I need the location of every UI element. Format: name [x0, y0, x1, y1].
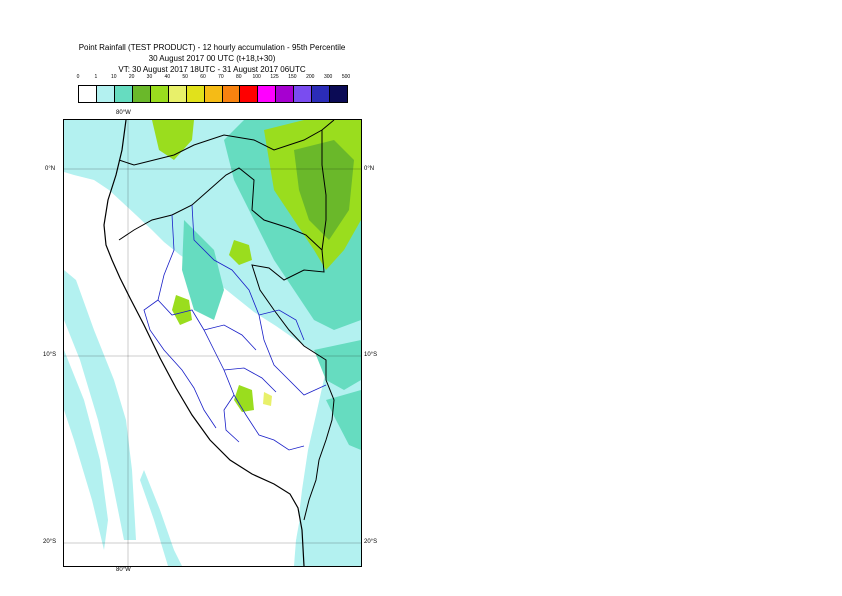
lat-label-left-10: 10°S [43, 352, 57, 358]
legend-label: 70 [218, 74, 224, 80]
rain-field-teal-south [326, 390, 361, 450]
department-borders [143, 204, 327, 451]
map-svg [64, 120, 361, 566]
ecuador-colombia-border [118, 120, 335, 166]
legend-label: 150 [288, 74, 297, 80]
rain-field-green-spot-3 [234, 385, 254, 412]
offshore-streak-1 [64, 270, 136, 540]
legend-label: 40 [164, 74, 171, 80]
rain-field-green-core [294, 140, 354, 240]
lat-label-left-20: 20°S [43, 539, 57, 545]
lon-label-bottom: 80°W [116, 567, 131, 573]
legend-label: 300 [323, 74, 333, 80]
legend-swatch [132, 86, 151, 102]
legend-swatch [222, 86, 241, 102]
lat-label-right-0: 0°N [364, 166, 375, 172]
lat-label-right-10: 10°S [364, 352, 378, 358]
legend-swatch [168, 86, 187, 102]
legend-label: 0 [76, 74, 80, 80]
rain-field-teal-andes [182, 220, 224, 320]
legend-swatch [204, 86, 223, 102]
legend-label: 100 [252, 74, 261, 80]
brazil-border [321, 130, 327, 251]
legend-label: 20 [128, 74, 135, 80]
legend-swatch [276, 86, 295, 102]
legend-label: 30 [146, 74, 153, 80]
legend-swatch [96, 86, 115, 102]
legend-swatch [258, 86, 277, 102]
legend-label: 60 [200, 74, 206, 80]
legend-label: 200 [306, 74, 315, 80]
chart-title-block: Point Rainfall (TEST PRODUCT) - 12 hourl… [62, 42, 362, 75]
offshore-streak-4 [64, 120, 124, 165]
lat-label-right-20: 20°S [364, 539, 378, 545]
legend-labels: 0 1 10 20 30 40 50 60 70 80 100 125 150 200 300 500 [76, 74, 351, 83]
offshore-streak-3 [140, 470, 182, 566]
color-legend: 0 1 10 20 30 40 50 60 70 80 100 125 150 200 300 500 [76, 74, 351, 103]
legend-swatch [294, 86, 313, 102]
legend-swatch [240, 86, 259, 102]
legend-swatch [312, 86, 331, 102]
legend-label: 500 [341, 74, 351, 80]
lat-label-left-0: 0°N [45, 166, 56, 172]
legend-label: 50 [182, 74, 188, 80]
legend-label: 80 [236, 74, 242, 80]
coastline [103, 120, 305, 566]
peru-border [118, 167, 335, 521]
legend-color-bar [78, 85, 348, 103]
rain-field-green-north [152, 120, 194, 160]
rainfall-map [63, 119, 362, 567]
legend-swatch [150, 86, 169, 102]
legend-label: 1 [94, 74, 98, 80]
title-line-2: 30 August 2017 00 UTC (t+18,t+30) [148, 54, 276, 63]
lon-label-top: 80°W [116, 110, 131, 116]
rain-field-yellow-spot [263, 392, 272, 406]
legend-swatch [79, 86, 97, 102]
rain-field-green-spot-2 [172, 295, 192, 325]
arid-coast-strip [104, 240, 300, 540]
legend-swatch [186, 86, 205, 102]
legend-swatch [114, 86, 133, 102]
legend-label: 125 [270, 74, 279, 80]
legend-swatch [330, 86, 348, 102]
legend-label: 10 [110, 74, 117, 80]
offshore-streak-2 [64, 350, 108, 550]
title-line-3: VT: 30 August 2017 18UTC - 31 August 201… [118, 65, 306, 74]
rain-field-green-spot-1 [229, 240, 252, 265]
title-line-1: Point Rainfall (TEST PRODUCT) - 12 hourl… [78, 43, 346, 52]
